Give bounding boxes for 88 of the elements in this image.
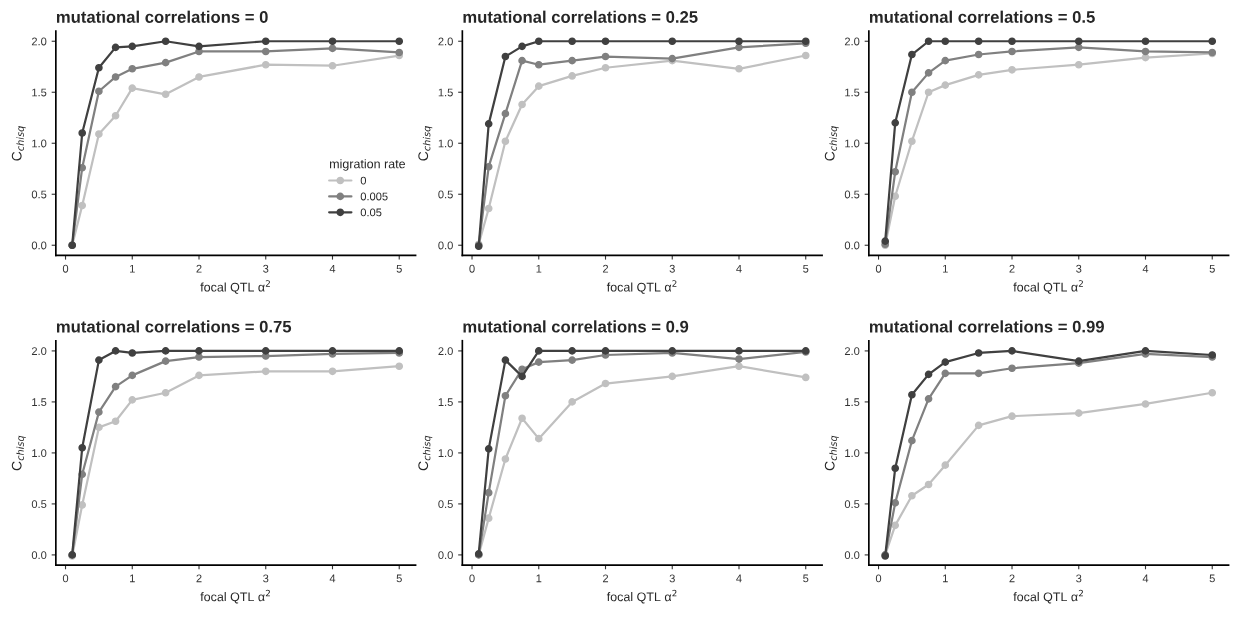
x-tick-label: 5 (803, 264, 809, 273)
y-axis-title: C$_{chisq}$ (418, 126, 433, 161)
y-tick-label: 2.0 (438, 37, 453, 46)
legend-label: 0.05 (360, 208, 382, 217)
y-tick-label: 0.0 (438, 241, 453, 250)
x-tick-label: 2 (1009, 574, 1015, 583)
x-tick-label: 5 (396, 574, 402, 583)
legend-label: 0 (360, 176, 367, 185)
x-tick-label: 3 (263, 264, 269, 273)
legend-title: migration rate (330, 159, 406, 171)
x-tick-label: 4 (736, 574, 742, 583)
x-tick-label: 3 (669, 574, 675, 583)
y-tick-label: 1.5 (845, 88, 860, 97)
y-tick-label: 1.5 (438, 398, 453, 407)
x-tick-label: 2 (196, 574, 202, 583)
x-tick-label: 0 (875, 264, 882, 273)
x-tick-label: 5 (803, 574, 809, 583)
x-tick-label: 1 (130, 574, 135, 583)
x-tick-label: 0 (875, 574, 882, 583)
x-axis-title: focal QTL α$^{2}$ (1013, 589, 1083, 604)
y-tick-label: 1.5 (845, 398, 860, 407)
x-tick-label: 2 (196, 264, 202, 273)
y-tick-label: 0.0 (438, 551, 453, 560)
y-axis-title: C$_{chisq}$ (11, 435, 26, 471)
y-tick-label: 0.0 (844, 551, 860, 560)
x-tick-label: 0 (62, 264, 69, 273)
y-tick-label: 1.0 (438, 139, 453, 148)
x-tick-label: 3 (263, 574, 269, 583)
y-tick-label: 1.5 (32, 88, 47, 97)
x-tick-label: 3 (1076, 264, 1082, 273)
x-axis-title: focal QTL α$^{2}$ (200, 280, 270, 294)
y-tick-label: 1.0 (845, 139, 860, 148)
y-axis-title: C$_{chisq}$ (824, 126, 839, 161)
chart-title: mutational correlations = 0.99 (869, 320, 1104, 333)
x-axis-title: focal QTL α$^{2}$ (200, 589, 270, 604)
x-tick-label: 1 (536, 264, 542, 273)
y-tick-label: 2.0 (844, 347, 860, 356)
y-tick-label: 0.5 (844, 190, 860, 199)
x-tick-label: 2 (602, 574, 609, 583)
x-axis-title: focal QTL α$^{2}$ (606, 280, 677, 294)
x-tick-label: 1 (536, 574, 542, 583)
y-tick-label: 0.0 (31, 551, 47, 560)
y-tick-label: 0.5 (31, 190, 47, 199)
y-tick-label: 0.5 (438, 500, 453, 509)
x-tick-label: 3 (1076, 574, 1082, 583)
y-tick-label: 1.0 (32, 139, 47, 148)
legend-label: 0.005 (360, 192, 388, 201)
chart-title: mutational correlations = 0.75 (56, 320, 292, 333)
y-tick-label: 2.0 (31, 347, 47, 356)
y-axis-title: C$_{chisq}$ (11, 126, 26, 161)
y-tick-label: 2.0 (438, 347, 453, 356)
y-tick-label: 2.0 (844, 37, 860, 46)
chart-title: mutational correlations = 0.5 (869, 10, 1095, 23)
x-tick-label: 4 (1142, 264, 1149, 273)
x-tick-label: 4 (329, 574, 336, 583)
y-tick-label: 0.5 (31, 500, 47, 509)
x-tick-label: 3 (669, 264, 675, 273)
y-tick-label: 0.0 (844, 241, 860, 250)
x-tick-label: 5 (1209, 574, 1215, 583)
y-tick-label: 1.0 (32, 449, 47, 458)
x-tick-label: 4 (1142, 574, 1149, 583)
x-tick-label: 0 (469, 264, 475, 273)
chart-title: mutational correlations = 0.25 (463, 10, 698, 23)
y-tick-label: 2.0 (31, 37, 47, 46)
x-tick-label: 1 (943, 574, 948, 583)
x-tick-label: 5 (396, 264, 402, 273)
x-tick-label: 4 (736, 264, 742, 273)
x-axis-title: focal QTL α$^{2}$ (1013, 280, 1083, 294)
y-tick-label: 0.5 (438, 190, 453, 199)
x-tick-label: 0 (469, 574, 475, 583)
x-axis-title: focal QTL α$^{2}$ (606, 589, 677, 604)
y-tick-label: 0.5 (844, 500, 860, 509)
y-tick-label: 1.5 (32, 398, 47, 407)
y-axis-title: C$_{chisq}$ (418, 435, 433, 471)
chart-title: mutational correlations = 0 (56, 10, 268, 23)
y-tick-label: 0.0 (31, 241, 47, 250)
x-tick-label: 2 (1009, 264, 1015, 273)
x-tick-label: 5 (1209, 264, 1215, 273)
x-tick-label: 2 (602, 264, 609, 273)
y-tick-label: 1.0 (845, 449, 860, 458)
x-tick-label: 1 (943, 264, 948, 273)
y-axis-title: C$_{chisq}$ (824, 435, 839, 471)
x-tick-label: 0 (62, 574, 69, 583)
x-tick-label: 1 (130, 264, 135, 273)
y-tick-label: 1.0 (438, 449, 453, 458)
x-tick-label: 4 (329, 264, 336, 273)
chart-title: mutational correlations = 0.9 (463, 320, 689, 333)
y-tick-label: 1.5 (438, 88, 453, 97)
